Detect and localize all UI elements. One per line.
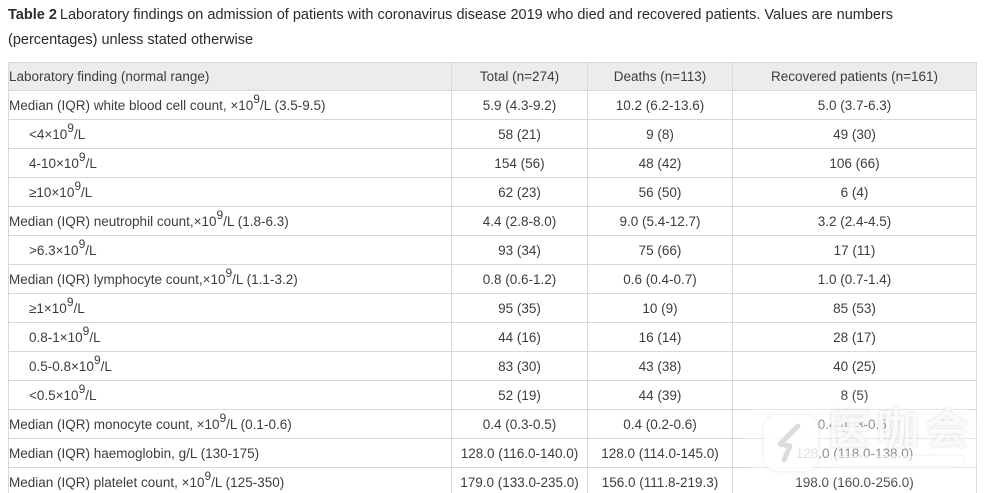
table-row: Median (IQR) white blood cell count, ×10… <box>8 90 977 120</box>
column-header-3: Recovered patients (n=161) <box>732 62 977 91</box>
value-cell: 48 (42) <box>587 148 733 178</box>
column-header-0: Laboratory finding (normal range) <box>8 62 452 91</box>
value-cell: 40 (25) <box>732 351 977 381</box>
lab-finding-cell: 0.5-0.8×109/L <box>8 351 452 381</box>
lab-finding-cell: <4×109/L <box>8 119 452 149</box>
table-row: >6.3×109/L 93 (34) 75 (66) 17 (11) <box>8 235 977 265</box>
superscript: 9 <box>82 323 90 338</box>
superscript: 9 <box>67 120 74 135</box>
lab-finding-cell: ≥1×109/L <box>8 293 452 323</box>
column-header-2: Deaths (n=113) <box>587 62 733 91</box>
table-row: Median (IQR) platelet count, ×109/L (125… <box>8 467 977 493</box>
value-cell: 17 (11) <box>732 235 977 265</box>
table-row: Median (IQR) neutrophil count,×109/L (1.… <box>8 206 977 236</box>
value-cell: 3.2 (2.4-4.5) <box>732 206 977 236</box>
value-cell: 44 (39) <box>587 380 733 410</box>
table-row: 0.5-0.8×109/L 83 (30) 43 (38) 40 (25) <box>8 351 977 381</box>
table-row: Median (IQR) lymphocyte count,×109/L (1.… <box>8 264 977 294</box>
value-cell: 83 (30) <box>451 351 588 381</box>
value-cell: 4.4 (2.8-8.0) <box>451 206 588 236</box>
table-row: <4×109/L 58 (21) 9 (8) 49 (30) <box>8 119 977 149</box>
value-cell: 128.0 (114.0-145.0) <box>587 438 733 468</box>
value-cell: 9 (8) <box>587 119 733 149</box>
value-cell: 9.0 (5.4-12.7) <box>587 206 733 236</box>
value-cell: 10 (9) <box>587 293 733 323</box>
table-body: Median (IQR) white blood cell count, ×10… <box>8 90 977 493</box>
superscript: 9 <box>204 468 212 483</box>
value-cell: 1.0 (0.7-1.4) <box>732 264 977 294</box>
lab-finding-cell: <0.5×109/L <box>8 380 452 410</box>
lab-finding-cell: Median (IQR) neutrophil count,×109/L (1.… <box>8 206 452 236</box>
value-cell: 52 (19) <box>451 380 588 410</box>
superscript: 9 <box>93 352 101 367</box>
value-cell: 56 (50) <box>587 177 733 207</box>
lab-finding-cell: 4-10×109/L <box>8 148 452 178</box>
value-cell: 16 (14) <box>587 322 733 352</box>
lab-finding-cell: Median (IQR) monocyte count, ×109/L (0.1… <box>8 409 452 439</box>
superscript: 9 <box>78 381 86 396</box>
superscript: 9 <box>78 236 86 251</box>
value-cell: 10.2 (6.2-13.6) <box>587 90 733 120</box>
value-cell: 154 (56) <box>451 148 588 178</box>
lab-finding-cell: Median (IQR) lymphocyte count,×109/L (1.… <box>8 264 452 294</box>
lab-finding-cell: Median (IQR) platelet count, ×109/L (125… <box>8 467 452 493</box>
value-cell: 5.9 (4.3-9.2) <box>451 90 588 120</box>
table-caption-text: Laboratory findings on admission of pati… <box>8 7 894 48</box>
superscript: 9 <box>253 91 260 106</box>
value-cell: 5.0 (3.7-6.3) <box>732 90 977 120</box>
superscript: 9 <box>74 178 82 193</box>
value-cell: 85 (53) <box>732 293 977 323</box>
value-cell: 0.4 (0.2-0.6) <box>587 409 733 439</box>
superscript: 9 <box>78 149 86 164</box>
value-cell: 75 (66) <box>587 235 733 265</box>
lab-finding-cell: 0.8-1×109/L <box>8 322 452 352</box>
superscript: 9 <box>219 410 227 425</box>
value-cell: 156.0 (111.8-219.3) <box>587 467 733 493</box>
lab-finding-cell: ≥10×109/L <box>8 177 452 207</box>
table-row: <0.5×109/L 52 (19) 44 (39) 8 (5) <box>8 380 977 410</box>
value-cell: 49 (30) <box>732 119 977 149</box>
superscript: 9 <box>216 207 224 222</box>
value-cell: 198.0 (160.0-256.0) <box>732 467 977 493</box>
lab-finding-cell: Median (IQR) haemoglobin, g/L (130-175) <box>8 438 452 468</box>
value-cell: 95 (35) <box>451 293 588 323</box>
superscript: 9 <box>66 294 74 309</box>
value-cell: 93 (34) <box>451 235 588 265</box>
value-cell: 8 (5) <box>732 380 977 410</box>
lab-finding-cell: Median (IQR) white blood cell count, ×10… <box>8 90 452 120</box>
header-row: Laboratory finding (normal range) Total (… <box>8 62 977 91</box>
table-row: 4-10×109/L 154 (56) 48 (42) 106 (66) <box>8 148 977 178</box>
table-caption: Table 2 Laboratory findings on admission … <box>8 3 928 53</box>
column-header-1: Total (n=274) <box>451 62 588 91</box>
table-row: Median (IQR) monocyte count, ×109/L (0.1… <box>8 409 977 439</box>
table-row: ≥1×109/L 95 (35) 10 (9) 85 (53) <box>8 293 977 323</box>
value-cell: 106 (66) <box>732 148 977 178</box>
lab-finding-cell: >6.3×109/L <box>8 235 452 265</box>
value-cell: 0.8 (0.6-1.2) <box>451 264 588 294</box>
table-caption-label: Table 2 <box>8 7 57 23</box>
value-cell: 0.6 (0.4-0.7) <box>587 264 733 294</box>
value-cell: 28 (17) <box>732 322 977 352</box>
value-cell: 43 (38) <box>587 351 733 381</box>
value-cell: 128.0 (116.0-140.0) <box>451 438 588 468</box>
table-row: Median (IQR) haemoglobin, g/L (130-175) 1… <box>8 438 977 468</box>
value-cell: 0.4 (0.3-0.5) <box>451 409 588 439</box>
superscript: 9 <box>225 265 233 280</box>
lab-findings-table: Laboratory finding (normal range) Total (… <box>8 62 977 493</box>
table-row: ≥10×109/L 62 (23) 56 (50) 6 (4) <box>8 177 977 207</box>
value-cell: 128.0 (118.0-138.0) <box>732 438 977 468</box>
table-row: 0.8-1×109/L 44 (16) 16 (14) 28 (17) <box>8 322 977 352</box>
value-cell: 58 (21) <box>451 119 588 149</box>
value-cell: 6 (4) <box>732 177 977 207</box>
value-cell: 179.0 (133.0-235.0) <box>451 467 588 493</box>
value-cell: 62 (23) <box>451 177 588 207</box>
value-cell: 0.4 (0.3-0.5) <box>732 409 977 439</box>
value-cell: 44 (16) <box>451 322 588 352</box>
